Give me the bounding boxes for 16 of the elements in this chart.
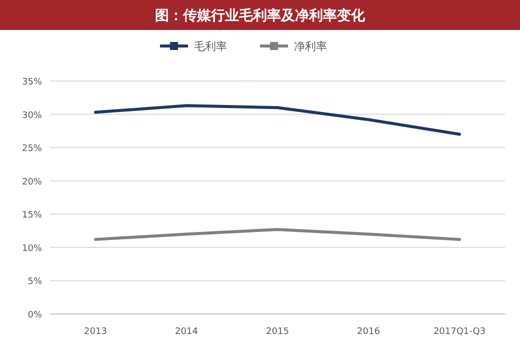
x-tick-label: 2017Q1-Q3 — [433, 327, 486, 337]
legend-label: 毛利率 — [194, 40, 227, 53]
y-tick-label: 0% — [28, 310, 42, 320]
y-tick-label: 15% — [22, 210, 42, 221]
y-tick-label: 10% — [22, 244, 42, 254]
x-tick-label: 2015 — [266, 327, 289, 337]
y-tick-label: 25% — [22, 144, 42, 154]
y-tick-label: 35% — [22, 78, 42, 88]
y-tick-label: 20% — [22, 177, 42, 188]
x-tick-label: 2014 — [175, 327, 198, 337]
legend-label: 净利率 — [294, 40, 327, 53]
chart-title: 图：传媒行业毛利率及净利率变化 — [155, 7, 366, 24]
x-tick-label: 2016 — [357, 327, 380, 337]
y-tick-label: 5% — [28, 277, 42, 288]
y-tick-label: 30% — [22, 110, 42, 121]
x-tick-label: 2013 — [84, 327, 107, 337]
